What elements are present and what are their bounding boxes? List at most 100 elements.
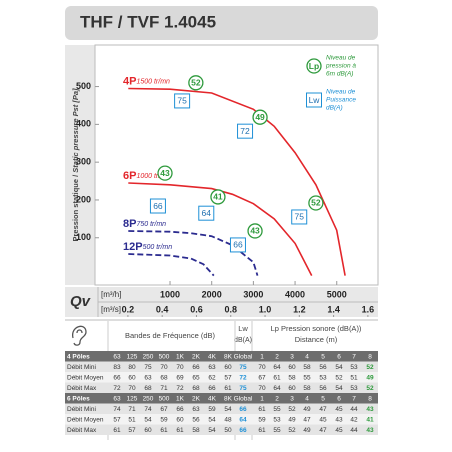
cell: 59 xyxy=(160,416,168,423)
cell: 83 xyxy=(113,364,121,371)
cell: 61 xyxy=(258,427,266,434)
legend-text: Niveau de xyxy=(326,55,356,62)
cell: 53 xyxy=(350,385,358,392)
cell: 43 xyxy=(366,406,374,413)
y-tick-label: 500 xyxy=(76,81,91,91)
lp-badge: 52 xyxy=(188,75,204,91)
cell: 66 xyxy=(239,427,247,434)
row-label: Débit Max xyxy=(67,427,97,434)
badge-label: 52 xyxy=(311,198,321,208)
cell: 70 xyxy=(176,364,184,371)
cell: 61 xyxy=(113,427,121,434)
lw-badge: 64 xyxy=(198,205,215,221)
column-head: 125 xyxy=(127,353,138,360)
cell: 71 xyxy=(128,406,136,413)
column-head: 7 xyxy=(352,353,356,360)
cell: 75 xyxy=(144,364,152,371)
column-head: 4 xyxy=(305,395,309,402)
column-head: 6 xyxy=(337,353,341,360)
y-tick-label: 400 xyxy=(76,119,91,129)
cell: 60 xyxy=(288,385,296,392)
cell: 72 xyxy=(239,374,247,381)
title: THF / TVF 1.4045 xyxy=(80,12,216,31)
section-header-bg xyxy=(65,393,378,404)
lp-header-unit: Distance (m) xyxy=(295,335,338,344)
cell: 65 xyxy=(192,374,200,381)
cell: 64 xyxy=(273,385,281,392)
cell: 53 xyxy=(273,416,281,423)
badge-square xyxy=(237,123,254,139)
column-head: 1K xyxy=(176,353,185,360)
cell: 59 xyxy=(258,416,266,423)
badge-circle xyxy=(247,223,263,239)
lp-badge: 43 xyxy=(247,223,263,239)
column-head: 8 xyxy=(368,395,372,402)
x2-tick-label: 1.2 xyxy=(293,304,306,314)
cell: 47 xyxy=(319,406,327,413)
cell: 64 xyxy=(239,416,247,423)
row-bg xyxy=(65,403,378,414)
badge-square xyxy=(174,93,191,109)
y-axis-label-en: Static pressure Pst [Pa] xyxy=(71,88,80,173)
section-name: 4 Pôles xyxy=(67,353,90,360)
cell: 54 xyxy=(224,406,232,413)
cell: 56 xyxy=(192,416,200,423)
cell: 54 xyxy=(208,416,216,423)
cell: 60 xyxy=(288,364,296,371)
curve xyxy=(128,87,346,276)
cell: 63 xyxy=(192,406,200,413)
row-bg xyxy=(65,361,378,372)
badge-label: Lp xyxy=(309,61,319,71)
column-head: 5 xyxy=(321,395,325,402)
cell: 48 xyxy=(224,416,232,423)
badge-square xyxy=(291,209,308,225)
cell: 60 xyxy=(176,416,184,423)
legend-text: 6m dB(A) xyxy=(326,71,353,78)
column-head: 3 xyxy=(290,353,294,360)
cell: 53 xyxy=(350,364,358,371)
y-axis-label-fr: Pression statique / xyxy=(71,173,80,242)
badge-label: 72 xyxy=(240,126,250,136)
cell: 62 xyxy=(208,374,216,381)
y-axis-label: Pression statique / Static pressure Pst … xyxy=(71,88,80,241)
cell: 61 xyxy=(160,427,168,434)
legend-text: Puissance xyxy=(326,97,356,104)
lw-badge: Lw xyxy=(306,92,322,108)
lw-badge: 75 xyxy=(291,209,308,225)
bands-header: Bandes de Fréquence (dB) xyxy=(125,331,216,340)
row-label: Débit Mini xyxy=(67,406,96,413)
cell: 61 xyxy=(176,427,184,434)
cell: 44 xyxy=(350,427,358,434)
cell: 74 xyxy=(144,406,152,413)
badge-label: 66 xyxy=(233,240,243,250)
badge-circle xyxy=(252,109,268,125)
cell: 60 xyxy=(128,374,136,381)
column-head: 63 xyxy=(113,353,121,360)
column-head: 63 xyxy=(113,395,121,402)
column-head: 1 xyxy=(260,353,264,360)
cell: 51 xyxy=(350,374,358,381)
lp-badge: Lp xyxy=(306,58,322,74)
badge-square xyxy=(229,237,246,253)
cell: 70 xyxy=(160,364,168,371)
badge-label: 75 xyxy=(177,96,187,106)
badge-square xyxy=(306,92,322,108)
cell: 57 xyxy=(128,427,136,434)
series-speed: 500 tr/mn xyxy=(143,244,173,251)
cell: 52 xyxy=(335,374,343,381)
column-head: 8K xyxy=(224,395,233,402)
column-head: 3 xyxy=(290,395,294,402)
x-tick-label: 5000 xyxy=(327,289,347,299)
cell: 49 xyxy=(366,374,374,381)
x-tick-label: 4000 xyxy=(285,289,305,299)
cell: 45 xyxy=(319,416,327,423)
y-tick-label: 200 xyxy=(76,194,91,204)
column-head: 1 xyxy=(260,395,264,402)
column-head: 2K xyxy=(192,353,201,360)
curve-label: 4P1500 tr/mn xyxy=(123,75,170,87)
cell: 72 xyxy=(176,385,184,392)
lw-badge: 75 xyxy=(174,93,191,109)
cell: 54 xyxy=(335,364,343,371)
lp-badge: 52 xyxy=(308,195,324,211)
section-header-bg xyxy=(65,351,378,362)
